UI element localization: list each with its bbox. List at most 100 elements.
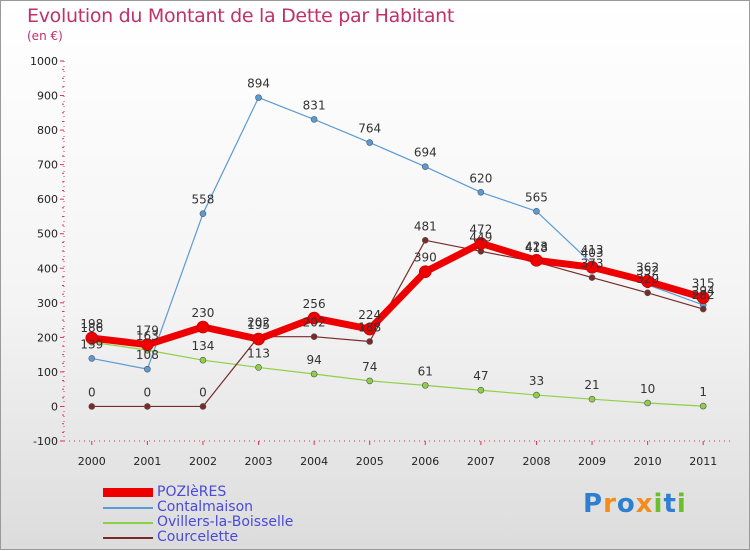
data-label: 47 <box>473 369 488 383</box>
chart-legend: POZIèRES Contalmaison Ovillers-la-Boissell… <box>103 485 293 545</box>
data-point <box>255 94 262 101</box>
series-line <box>88 239 707 349</box>
x-tick-label: 2005 <box>356 455 384 468</box>
data-point <box>366 377 374 385</box>
legend-item: POZIèRES <box>103 485 293 500</box>
data-point <box>310 333 318 340</box>
legend-swatch <box>103 506 153 509</box>
legend-label: Courcelette <box>157 529 239 545</box>
data-point <box>644 399 651 407</box>
series-line <box>91 239 704 408</box>
data-label: 423 <box>525 239 548 253</box>
data-label: 362 <box>636 260 659 274</box>
data-label: 282 <box>692 288 715 302</box>
data-label: 481 <box>414 219 437 233</box>
data-point <box>418 265 432 279</box>
data-point <box>530 254 543 267</box>
data-label: 230 <box>192 306 215 320</box>
data-label: 188 <box>358 321 381 335</box>
legend-label: Contalmaison <box>157 499 254 515</box>
y-tick-label: 0 <box>51 400 58 413</box>
x-tick-label: 2006 <box>411 455 439 468</box>
data-label: 449 <box>469 230 492 244</box>
x-tick-label: 2007 <box>467 455 495 468</box>
data-point <box>696 291 710 304</box>
y-tick-label: 700 <box>37 159 58 172</box>
chart-markers <box>85 94 710 410</box>
data-label: 10 <box>640 382 655 396</box>
data-label: 418 <box>525 241 548 255</box>
chart-axes: -100010020030040050060070080090010002000… <box>30 55 731 468</box>
logo-letter: o <box>616 489 636 519</box>
logo-letter: i <box>653 489 664 519</box>
data-label: 390 <box>414 251 437 265</box>
y-tick-label: 300 <box>37 297 58 310</box>
data-point <box>585 260 599 274</box>
data-point <box>699 402 707 410</box>
logo-letter: r <box>603 489 617 519</box>
legend-item: Courcelette <box>103 530 293 545</box>
data-label: 113 <box>247 346 270 360</box>
data-label: 565 <box>525 190 548 204</box>
data-label: 694 <box>414 146 437 160</box>
data-point <box>366 338 374 345</box>
x-tick-label: 2008 <box>522 455 550 468</box>
data-point <box>196 320 210 334</box>
legend-swatch <box>103 521 153 524</box>
series-line <box>91 341 704 407</box>
y-tick-label: 900 <box>37 90 58 103</box>
data-label: 202 <box>247 316 270 330</box>
data-label: 315 <box>692 277 715 291</box>
data-label: 256 <box>303 297 326 311</box>
data-point <box>644 289 651 297</box>
x-tick-label: 2002 <box>189 455 217 468</box>
data-point <box>641 275 654 288</box>
y-tick-label: 500 <box>37 228 58 241</box>
logo-letter: x <box>635 489 654 519</box>
data-label: 195 <box>247 318 270 332</box>
data-label: 163 <box>136 329 159 343</box>
proxiti-logo: Proxiti <box>583 489 687 519</box>
data-label: 0 <box>144 385 152 399</box>
data-point <box>88 403 96 410</box>
data-label: 134 <box>192 339 215 353</box>
data-point <box>421 163 429 171</box>
legend-label: Ovillers-la-Boisselle <box>157 514 294 530</box>
chart-title: Evolution du Montant de la Dette par Hab… <box>27 5 455 27</box>
x-tick-label: 2000 <box>78 455 106 468</box>
data-point <box>85 331 99 345</box>
data-point <box>310 116 318 123</box>
data-label: 352 <box>636 264 659 278</box>
y-tick-label: 100 <box>37 366 58 379</box>
data-label: 94 <box>306 353 321 367</box>
data-label: 764 <box>358 122 381 136</box>
data-point <box>477 386 485 394</box>
data-label: 472 <box>469 222 492 236</box>
x-tick-label: 2010 <box>634 455 662 468</box>
data-label: 831 <box>303 98 326 112</box>
data-label: 373 <box>581 257 604 271</box>
data-point <box>144 365 151 373</box>
logo-letter: i <box>676 489 687 519</box>
data-point <box>252 332 265 346</box>
data-label: 179 <box>136 324 159 338</box>
logo-letter: t <box>663 489 677 519</box>
data-point <box>366 139 374 146</box>
data-label: 413 <box>581 243 604 257</box>
series-line <box>91 97 704 370</box>
data-label: 33 <box>529 374 544 388</box>
data-point <box>474 237 488 250</box>
data-point <box>477 188 485 196</box>
x-tick-label: 2004 <box>300 455 328 468</box>
data-point <box>307 311 321 325</box>
data-label: 21 <box>584 378 599 392</box>
x-tick-label: 2003 <box>245 455 273 468</box>
data-point <box>533 391 540 399</box>
data-label: 74 <box>362 360 377 374</box>
x-tick-label: 2009 <box>578 455 606 468</box>
data-label: 186 <box>80 321 103 335</box>
legend-item: Ovillers-la-Boisselle <box>103 515 293 530</box>
data-point <box>199 403 207 410</box>
y-tick-label: 200 <box>37 331 58 344</box>
